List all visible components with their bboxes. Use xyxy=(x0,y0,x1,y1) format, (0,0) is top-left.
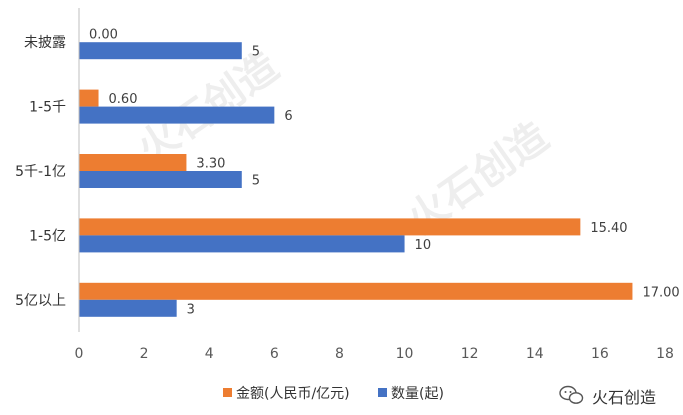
data-label-amount: 3.30 xyxy=(196,157,225,172)
x-tick-label: 8 xyxy=(335,346,344,362)
data-labels: 0.00 5 0.60 6 3.30 5 15.40 10 17.00 3 xyxy=(89,28,680,318)
data-label-amount: 17.00 xyxy=(642,285,679,300)
bar-count xyxy=(79,299,177,317)
data-label-count: 6 xyxy=(284,109,292,124)
bar-amount xyxy=(79,154,187,171)
legend-swatch-amount xyxy=(223,388,232,397)
x-tick-label: 16 xyxy=(591,346,609,362)
legend-label-amount: 金额(人民币/亿元) xyxy=(236,386,350,402)
data-label-amount: 0.60 xyxy=(109,92,138,107)
legend-swatch-count xyxy=(378,388,387,397)
plot-area xyxy=(79,42,633,317)
bar-amount xyxy=(79,282,633,300)
x-tick-label: 10 xyxy=(396,346,414,362)
x-axis: 0 2 4 6 8 10 12 14 16 18 xyxy=(75,346,674,362)
bar-amount xyxy=(79,218,581,236)
category-label: 1-5亿 xyxy=(29,228,66,244)
x-tick-label: 4 xyxy=(205,346,214,362)
data-label-count: 5 xyxy=(252,45,260,60)
data-label-count: 3 xyxy=(187,302,195,317)
data-label-amount: 0.00 xyxy=(89,28,118,43)
brand-logo: 火石创造 xyxy=(559,385,656,407)
wechat-icon xyxy=(559,385,584,404)
category-label: 5千-1亿 xyxy=(15,164,66,180)
data-label-amount: 15.40 xyxy=(590,221,627,236)
bar-count xyxy=(79,106,275,124)
x-tick-label: 6 xyxy=(270,346,279,362)
legend-label-count: 数量(起) xyxy=(391,386,444,402)
legend: 金额(人民币/亿元) 数量(起) xyxy=(223,386,444,402)
bar-amount xyxy=(79,89,99,107)
watermark: 火石创造 火石创造 xyxy=(129,44,556,243)
bar-count xyxy=(79,171,242,188)
bar-count xyxy=(79,42,242,60)
data-label-count: 10 xyxy=(415,238,432,253)
y-axis: 未披露 1-5千 5千-1亿 1-5亿 5亿以上 xyxy=(15,8,80,332)
x-tick-label: 12 xyxy=(461,346,479,362)
brand-logo-text: 火石创造 xyxy=(592,388,656,407)
category-label: 1-5千 xyxy=(29,100,66,116)
data-label-count: 5 xyxy=(252,174,260,189)
category-label: 5亿以上 xyxy=(15,293,66,309)
x-tick-label: 2 xyxy=(140,346,149,362)
category-label: 未披露 xyxy=(24,35,66,51)
bar-count xyxy=(79,235,405,253)
x-tick-label: 14 xyxy=(526,346,544,362)
x-tick-label: 18 xyxy=(656,346,674,362)
x-tick-label: 0 xyxy=(75,346,84,362)
